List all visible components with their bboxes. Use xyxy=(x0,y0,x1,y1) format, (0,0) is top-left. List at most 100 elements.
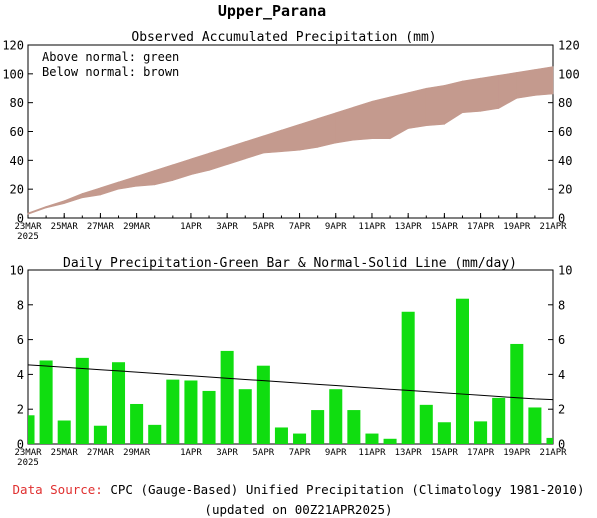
daily-ytick-label-left: 2 xyxy=(17,403,24,417)
daily-xtick-label: 3APR xyxy=(216,448,238,458)
daily-precip-bar xyxy=(75,357,89,444)
daily-precip-bar xyxy=(528,407,542,444)
daily-xtick-label: 7APR xyxy=(289,448,311,458)
data-source-label: Data Source: xyxy=(12,482,103,497)
below-normal-band-segment xyxy=(389,92,409,140)
legend-above-normal: Above normal: green xyxy=(42,50,179,64)
accumulated-ytick-label-right: 40 xyxy=(558,154,572,168)
accumulated-ytick-label-left: 40 xyxy=(10,154,24,168)
daily-xtick-label: 27MAR xyxy=(87,448,115,458)
below-normal-band-segment xyxy=(335,106,355,144)
daily-ytick-label-right: 2 xyxy=(558,403,565,417)
below-normal-band-segment xyxy=(425,85,445,127)
accumulated-xtick-label: 9APR xyxy=(325,222,347,232)
daily-ytick-label-left: 8 xyxy=(17,298,24,312)
daily-ytick-label-right: 0 xyxy=(558,438,565,452)
daily-xtick-label: 29MAR xyxy=(123,448,151,458)
daily-precip-bar xyxy=(112,362,126,444)
below-normal-band-segment xyxy=(444,80,463,125)
daily-title: Daily Precipitation-Green Bar & Normal-S… xyxy=(63,256,517,271)
daily-precip-bar xyxy=(274,427,288,444)
below-normal-band-segment xyxy=(516,69,536,99)
daily-precip-bar xyxy=(184,380,198,444)
accumulated-xtick-label: 17APR xyxy=(467,222,495,232)
daily-precip-bar xyxy=(510,343,524,444)
normal-daily-line xyxy=(27,364,554,401)
accumulated-ytick-label-right: 80 xyxy=(558,96,572,110)
below-normal-band-segment xyxy=(82,187,101,199)
accumulated-ytick-label-left: 100 xyxy=(2,67,24,81)
accumulated-ytick-label-left: 120 xyxy=(2,39,24,53)
daily-precip-bar xyxy=(202,390,216,444)
daily-xtick-label: 17APR xyxy=(467,448,495,458)
below-normal-band-segment xyxy=(462,77,481,114)
below-normal-band-segment xyxy=(407,87,427,129)
below-normal-band-segment xyxy=(118,175,137,190)
daily-xtick-label: 15APR xyxy=(431,448,459,458)
accumulated-title: Observed Accumulated Precipitation (mm) xyxy=(131,30,436,45)
below-normal-band-segment xyxy=(498,72,518,109)
accumulated-xtick-label: 19APR xyxy=(503,222,531,232)
daily-xtick-label: 23MAR xyxy=(14,448,42,458)
below-normal-band-segment xyxy=(371,96,391,140)
daily-ytick-label-right: 10 xyxy=(558,264,572,278)
daily-precip-bar xyxy=(39,360,53,444)
below-normal-band-segment xyxy=(353,100,373,141)
accumulated-ytick-label-right: 60 xyxy=(558,125,572,139)
daily-ytick-label-right: 4 xyxy=(558,368,565,382)
daily-precip-bar xyxy=(256,365,270,444)
daily-precip-bar xyxy=(383,438,397,444)
daily-xtick-label: 13APR xyxy=(395,448,423,458)
below-normal-band-segment xyxy=(226,141,246,166)
below-normal-band-segment xyxy=(480,74,499,112)
accumulated-ytick-label-right: 0 xyxy=(558,212,565,226)
daily-precip-bar xyxy=(238,389,252,444)
daily-precip-bar xyxy=(28,415,35,444)
below-normal-band-segment xyxy=(27,206,47,215)
below-normal-band-segment xyxy=(136,170,156,187)
daily-xtick-label: 25MAR xyxy=(51,448,79,458)
below-normal-band-segment xyxy=(244,135,264,160)
accumulated-xtick-label: 13APR xyxy=(395,222,423,232)
below-normal-band-segment xyxy=(45,200,65,209)
below-normal-band-segment xyxy=(100,181,119,196)
below-normal-band-segment xyxy=(154,164,174,186)
daily-plot-frame xyxy=(27,269,554,445)
accumulated-ytick-label-right: 120 xyxy=(558,39,580,53)
daily-xtick-label: 9APR xyxy=(325,448,347,458)
daily-precip-bar xyxy=(311,410,325,444)
daily-ytick-label-right: 6 xyxy=(558,333,565,347)
daily-ytick-label-left: 0 xyxy=(17,438,24,452)
accumulated-xtick-label: 21APR xyxy=(539,222,567,232)
daily-precip-bar xyxy=(293,433,307,444)
daily-precip-bar xyxy=(437,422,451,444)
daily-precip-bar xyxy=(492,397,506,444)
data-source-line: Data Source: CPC (Gauge-Based) Unified P… xyxy=(0,482,597,497)
accumulated-xtick-label: 27MAR xyxy=(87,222,115,232)
data-source-text: CPC (Gauge-Based) Unified Precipitation … xyxy=(102,482,585,497)
accumulated-xtick-label: 3APR xyxy=(216,222,238,232)
daily-xtick-label: 11APR xyxy=(358,448,386,458)
below-normal-band-segment xyxy=(281,123,300,153)
daily-precip-bar xyxy=(365,433,379,444)
daily-precip-bar xyxy=(329,389,343,444)
daily-precip-bar xyxy=(419,404,433,444)
accumulated-ytick-label-left: 0 xyxy=(17,212,24,226)
daily-ytick-label-right: 8 xyxy=(558,298,565,312)
accumulated-xtick-year: 2025 xyxy=(17,232,39,242)
accumulated-xtick-label: 11APR xyxy=(358,222,386,232)
daily-ytick-label-left: 10 xyxy=(10,264,24,278)
accumulated-xtick-label: 15APR xyxy=(431,222,459,232)
accumulated-xtick-label: 7APR xyxy=(289,222,311,232)
daily-precip-bar xyxy=(401,311,415,444)
below-normal-band-segment xyxy=(63,193,83,204)
accumulated-ytick-label-left: 20 xyxy=(10,183,24,197)
daily-xtick-label: 5APR xyxy=(253,448,275,458)
accumulated-xtick-label: 5APR xyxy=(253,222,275,232)
daily-precip-bar xyxy=(474,421,488,444)
accumulated-ytick-label-right: 100 xyxy=(558,67,580,81)
accumulated-xtick-label: 25MAR xyxy=(51,222,79,232)
accumulated-xtick-label: 29MAR xyxy=(123,222,151,232)
daily-precip-bar xyxy=(57,420,71,444)
